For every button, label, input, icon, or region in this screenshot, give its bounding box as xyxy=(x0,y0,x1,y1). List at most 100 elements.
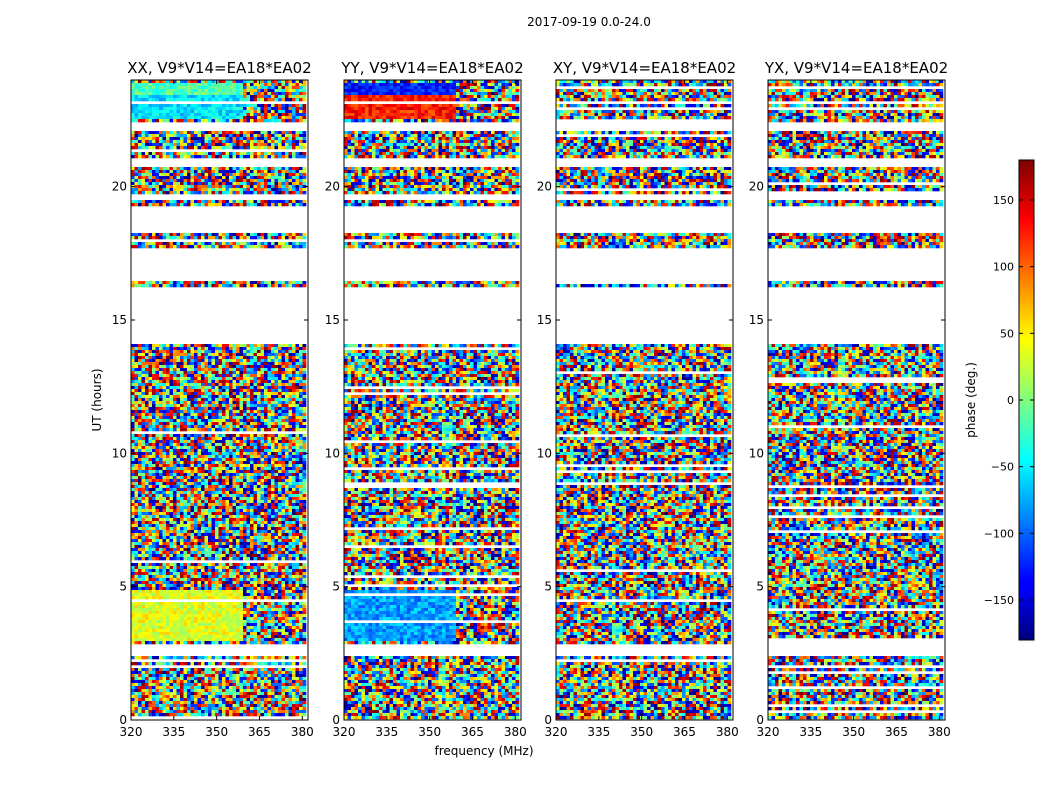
phase-cell xyxy=(152,152,156,155)
phase-cell xyxy=(142,152,146,155)
phase-cell xyxy=(159,116,163,119)
phase-cell xyxy=(194,461,198,464)
phase-cell xyxy=(285,173,289,176)
phase-cell xyxy=(184,500,188,503)
phase-cell xyxy=(233,167,237,170)
phase-cell xyxy=(296,494,300,497)
phase-cell xyxy=(285,404,289,407)
phase-cell xyxy=(275,419,279,422)
phase-cell xyxy=(163,530,167,533)
phase-cell xyxy=(261,524,265,527)
phase-cell xyxy=(292,350,296,353)
phase-cell xyxy=(180,485,184,488)
phase-cell xyxy=(264,527,268,530)
phase-cell xyxy=(247,233,251,236)
phase-cell xyxy=(278,242,282,245)
phase-cell xyxy=(236,353,240,356)
phase-cell xyxy=(201,386,205,389)
phase-cell xyxy=(152,506,156,509)
phase-cell xyxy=(240,182,244,185)
phase-cell xyxy=(296,410,300,413)
phase-cell xyxy=(285,485,289,488)
phase-cell xyxy=(142,512,146,515)
phase-cell xyxy=(163,113,167,116)
phase-cell xyxy=(159,443,163,446)
phase-cell xyxy=(275,104,279,107)
phase-cell xyxy=(219,503,223,506)
phase-cell xyxy=(226,104,230,107)
phase-cell xyxy=(215,146,219,149)
phase-cell xyxy=(219,410,223,413)
phase-cell xyxy=(247,83,251,86)
phase-cell xyxy=(278,395,282,398)
phase-cell xyxy=(240,368,244,371)
phase-cell xyxy=(163,485,167,488)
phase-cell xyxy=(268,233,272,236)
phase-cell xyxy=(212,170,216,173)
phase-cell xyxy=(257,236,261,239)
phase-cell xyxy=(201,284,205,287)
phase-cell xyxy=(166,185,170,188)
phase-cell xyxy=(292,509,296,512)
phase-cell xyxy=(250,191,254,194)
phase-cell xyxy=(173,191,177,194)
phase-cell xyxy=(191,494,195,497)
phase-cell xyxy=(268,176,272,179)
phase-cell xyxy=(201,449,205,452)
phase-cell xyxy=(215,422,219,425)
phase-cell xyxy=(278,146,282,149)
phase-cell xyxy=(243,404,247,407)
phase-cell xyxy=(299,524,303,527)
phase-cell xyxy=(142,467,146,470)
phase-cell xyxy=(222,497,226,500)
phase-cell xyxy=(299,140,303,143)
phase-cell xyxy=(303,383,307,386)
phase-cell xyxy=(285,281,289,284)
phase-cell xyxy=(142,107,146,110)
phase-cell xyxy=(247,383,251,386)
phase-cell xyxy=(194,455,198,458)
phase-cell xyxy=(187,203,191,206)
phase-cell xyxy=(222,134,226,137)
phase-cell xyxy=(156,188,160,191)
phase-cell xyxy=(191,110,195,113)
phase-cell xyxy=(271,434,275,437)
phase-cell xyxy=(289,95,293,98)
phase-cell xyxy=(180,413,184,416)
phase-cell xyxy=(173,356,177,359)
phase-cell xyxy=(163,344,167,347)
phase-cell xyxy=(257,110,261,113)
phase-cell xyxy=(180,470,184,473)
phase-cell xyxy=(264,176,268,179)
phase-cell xyxy=(215,281,219,284)
phase-cell xyxy=(191,233,195,236)
phase-cell xyxy=(166,467,170,470)
phase-cell xyxy=(212,344,216,347)
phase-cell xyxy=(138,443,142,446)
phase-cell xyxy=(289,473,293,476)
phase-cell xyxy=(184,473,188,476)
phase-cell xyxy=(184,485,188,488)
phase-cell xyxy=(208,185,212,188)
phase-cell xyxy=(268,146,272,149)
phase-cell xyxy=(215,359,219,362)
phase-cell xyxy=(205,470,209,473)
phase-cell xyxy=(170,404,174,407)
phase-cell xyxy=(275,182,279,185)
phase-cell xyxy=(285,362,289,365)
phase-cell xyxy=(170,500,174,503)
phase-cell xyxy=(149,452,153,455)
phase-cell xyxy=(166,200,170,203)
phase-cell xyxy=(205,446,209,449)
phase-cell xyxy=(261,497,265,500)
phase-cell xyxy=(222,419,226,422)
phase-cell xyxy=(194,398,198,401)
phase-cell xyxy=(180,344,184,347)
phase-cell xyxy=(131,473,135,476)
phase-cell xyxy=(135,389,139,392)
phase-cell xyxy=(296,518,300,521)
phase-cell xyxy=(296,176,300,179)
phase-cells xyxy=(131,80,306,716)
phase-cell xyxy=(135,455,139,458)
phase-cell xyxy=(236,425,240,428)
